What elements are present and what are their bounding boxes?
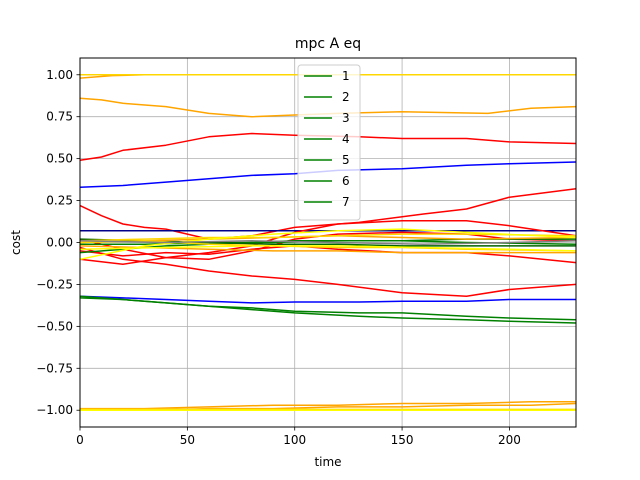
- y-tick-label: 0.00: [46, 236, 73, 250]
- x-tick-label: 50: [180, 433, 195, 447]
- y-tick-label: −1.00: [36, 403, 73, 417]
- series-layer: [79, 74, 577, 411]
- series-line-17: [79, 240, 577, 252]
- series-line-22: [79, 295, 576, 304]
- y-tick-label: −0.75: [36, 361, 73, 375]
- series-line-3: [79, 97, 577, 118]
- series-line-20: [79, 245, 577, 252]
- series-line-11: [79, 231, 577, 261]
- legend-label: 7: [342, 195, 350, 209]
- x-tick-label: 100: [283, 433, 306, 447]
- y-tick-label: 1.00: [46, 68, 73, 82]
- series-line-24: [79, 297, 577, 324]
- legend-label: 2: [342, 90, 350, 104]
- y-tick-label: −0.50: [36, 319, 73, 333]
- chart-title: mpc A eq: [295, 36, 361, 52]
- axis-ticks: 0 50 100 150 200 −1.00 −0.75 −0.50 −0.25 0.00 0.25…: [36, 68, 521, 447]
- y-tick-label: −0.25: [36, 277, 73, 291]
- series-line-4: [79, 132, 577, 162]
- series-line-19: [79, 228, 577, 261]
- y-tick-label: 0.75: [46, 110, 73, 124]
- y-tick-label: 0.50: [46, 152, 73, 166]
- series-line-9: [79, 246, 577, 297]
- y-tick-label: 0.25: [46, 194, 73, 208]
- legend: 1 2 3 4 5 6 7: [297, 64, 361, 221]
- series-line-5: [79, 161, 577, 188]
- x-tick-label: 0: [76, 433, 84, 447]
- series-line-25: [80, 401, 576, 410]
- y-axis-label: cost: [9, 230, 23, 255]
- series-line-21: [79, 240, 577, 245]
- series-line-18: [79, 233, 577, 242]
- legend-label: 5: [342, 153, 350, 167]
- x-tick-label: 200: [498, 433, 521, 447]
- legend-label: 1: [342, 69, 350, 83]
- legend-label: 3: [342, 111, 350, 125]
- legend-label: 6: [342, 174, 350, 188]
- x-tick-label: 150: [391, 433, 414, 447]
- x-axis-label: time: [314, 455, 341, 469]
- legend-label: 4: [342, 132, 350, 146]
- legend-box: [297, 64, 361, 221]
